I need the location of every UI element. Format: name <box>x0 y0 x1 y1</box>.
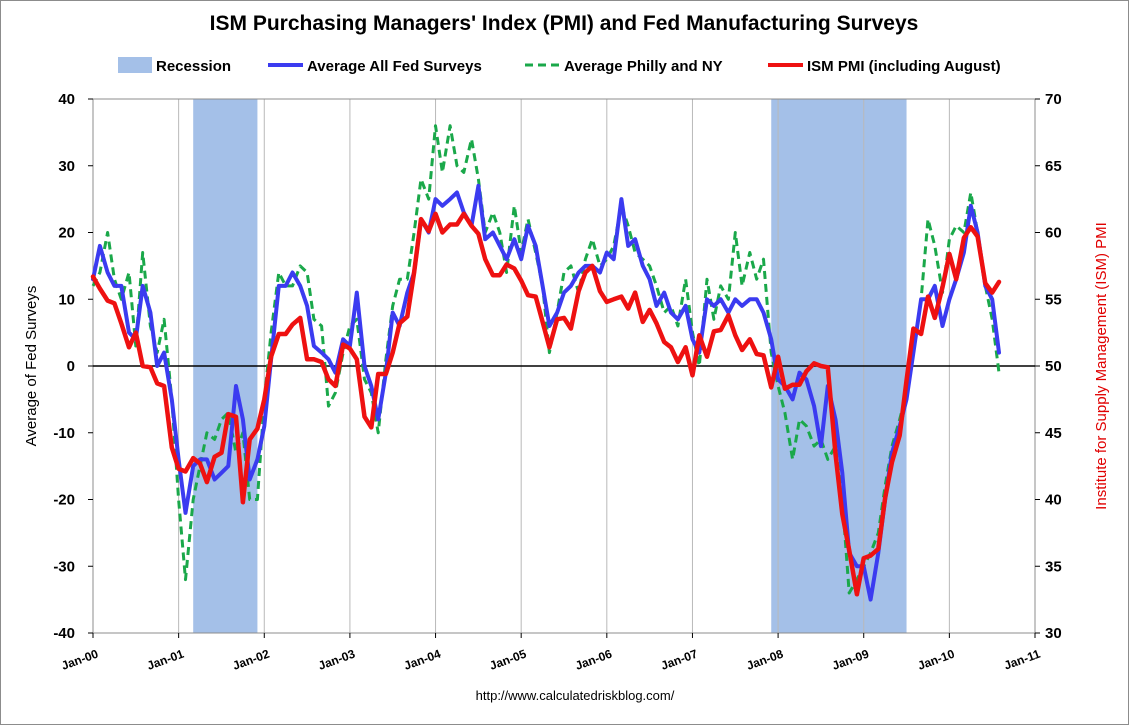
series-line-ism <box>90 211 1002 597</box>
y-tick-label-left: -20 <box>53 492 75 509</box>
y-tick-label-right: 50 <box>1045 358 1062 375</box>
legend-label-philly-ny: Average Philly and NY <box>564 58 723 75</box>
x-tick-label: Jan-08 <box>745 647 786 673</box>
x-tick-label: Jan-07 <box>659 647 700 673</box>
y-tick-label-right: 45 <box>1045 425 1062 442</box>
x-tick-label: Jan-01 <box>145 647 186 673</box>
y-tick-label-left: 0 <box>67 358 75 375</box>
chart-title: ISM Purchasing Managers' Index (PMI) and… <box>210 12 919 35</box>
legend-label-recession: Recession <box>156 58 231 75</box>
y-tick-label-right: 55 <box>1045 291 1062 308</box>
y-tick-label-right: 35 <box>1045 558 1062 575</box>
y-tick-label-left: -30 <box>53 558 75 575</box>
x-tick-label: Jan-02 <box>231 647 272 673</box>
x-tick-label: Jan-10 <box>916 647 957 673</box>
x-tick-label: Jan-05 <box>488 647 529 673</box>
y-tick-label-left: 40 <box>58 91 75 108</box>
y-tick-label-left: 10 <box>58 291 75 308</box>
x-tick-label: Jan-00 <box>60 647 101 673</box>
x-tick-label: Jan-09 <box>830 647 871 673</box>
y-tick-label-right: 70 <box>1045 91 1062 108</box>
legend-swatch-recession <box>118 57 152 73</box>
y-tick-label-right: 65 <box>1045 158 1062 175</box>
y-axis-label-right: Institute for Supply Management (ISM) PM… <box>1093 222 1110 510</box>
y-tick-label-right: 30 <box>1045 625 1062 642</box>
y-tick-label-left: -40 <box>53 625 75 642</box>
legend-label-fed: Average All Fed Surveys <box>307 58 482 75</box>
x-tick-label: Jan-11 <box>1002 647 1042 673</box>
y-axis-label-left: Average of Fed Surveys <box>23 286 40 447</box>
y-tick-label-right: 60 <box>1045 225 1062 242</box>
source-url: http://www.calculatedriskblog.com/ <box>476 688 675 703</box>
x-tick-label: Jan-06 <box>573 647 614 673</box>
y-tick-label-left: 30 <box>58 158 75 175</box>
y-tick-label-right: 40 <box>1045 492 1062 509</box>
legend: Recession Average All Fed Surveys Averag… <box>118 57 1001 75</box>
plot-area: 403020100-10-20-30-40706560555045403530J… <box>53 91 1061 673</box>
legend-label-ism: ISM PMI (including August) <box>807 58 1001 75</box>
y-tick-label-left: 20 <box>58 225 75 242</box>
x-tick-label: Jan-04 <box>402 647 443 673</box>
x-tick-label: Jan-03 <box>316 647 357 673</box>
y-tick-label-left: -10 <box>53 425 75 442</box>
